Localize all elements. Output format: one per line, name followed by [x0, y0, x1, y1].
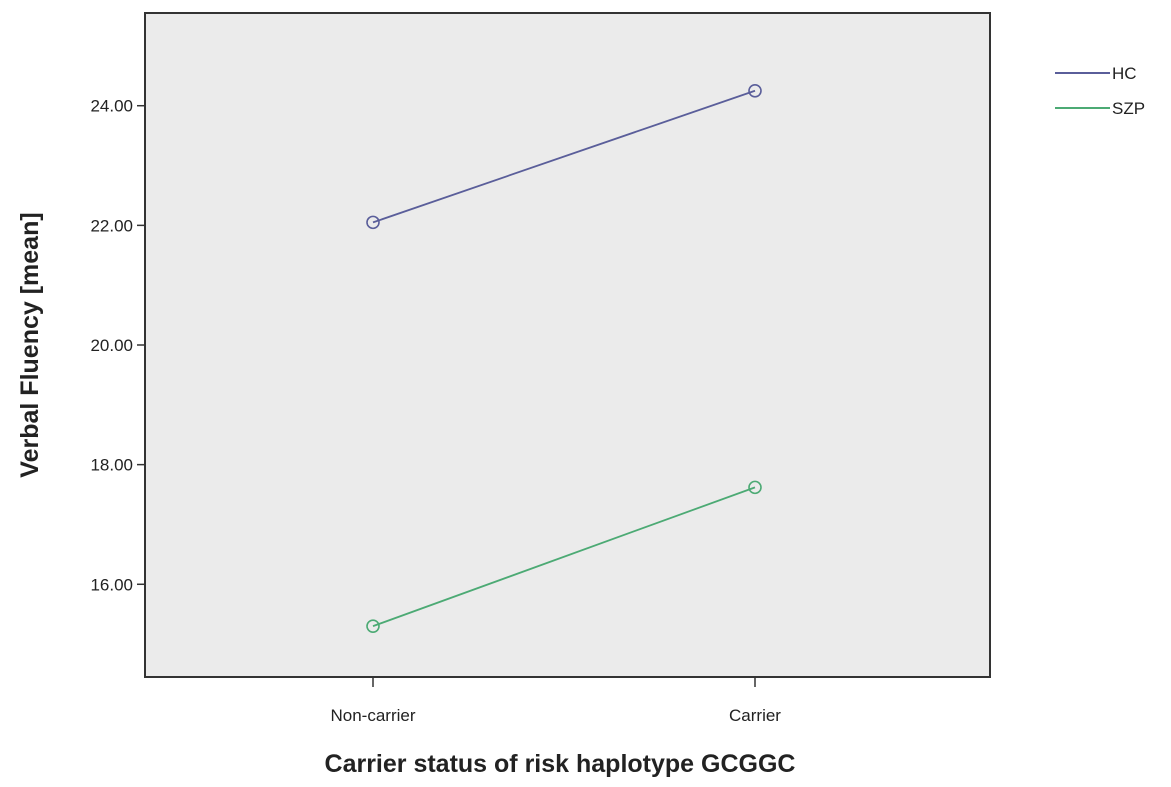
- y-tick-label: 20.00: [90, 336, 133, 355]
- data-point-szp: [366, 619, 380, 633]
- x-axis-title: Carrier status of risk haplotype GCGGC: [325, 750, 796, 778]
- x-axis: Non-carrier Carrier: [330, 677, 781, 725]
- data-point-szp: [748, 480, 762, 495]
- x-tick-label: Non-carrier: [330, 706, 415, 725]
- y-axis: 16.00 18.00 20.00 22.00 24.00: [90, 97, 145, 594]
- x-tick-label: Carrier: [729, 706, 781, 725]
- data-point-hc: [366, 215, 380, 230]
- y-axis-title: Verbal Fluency [mean]: [16, 212, 44, 477]
- legend-label: SZP: [1112, 99, 1145, 118]
- series-line-hc: [372, 89, 756, 224]
- y-tick-label: 24.00: [90, 97, 133, 116]
- y-tick-label: 18.00: [90, 456, 133, 475]
- y-tick-label: 16.00: [90, 575, 133, 594]
- plot-area: [144, 12, 991, 678]
- series-layer: [366, 83, 762, 633]
- legend: HC SZP: [1055, 64, 1145, 118]
- data-point-hc: [748, 83, 762, 98]
- series-line-szp: [372, 486, 756, 627]
- legend-label: HC: [1112, 64, 1137, 83]
- y-tick-label: 22.00: [90, 216, 133, 235]
